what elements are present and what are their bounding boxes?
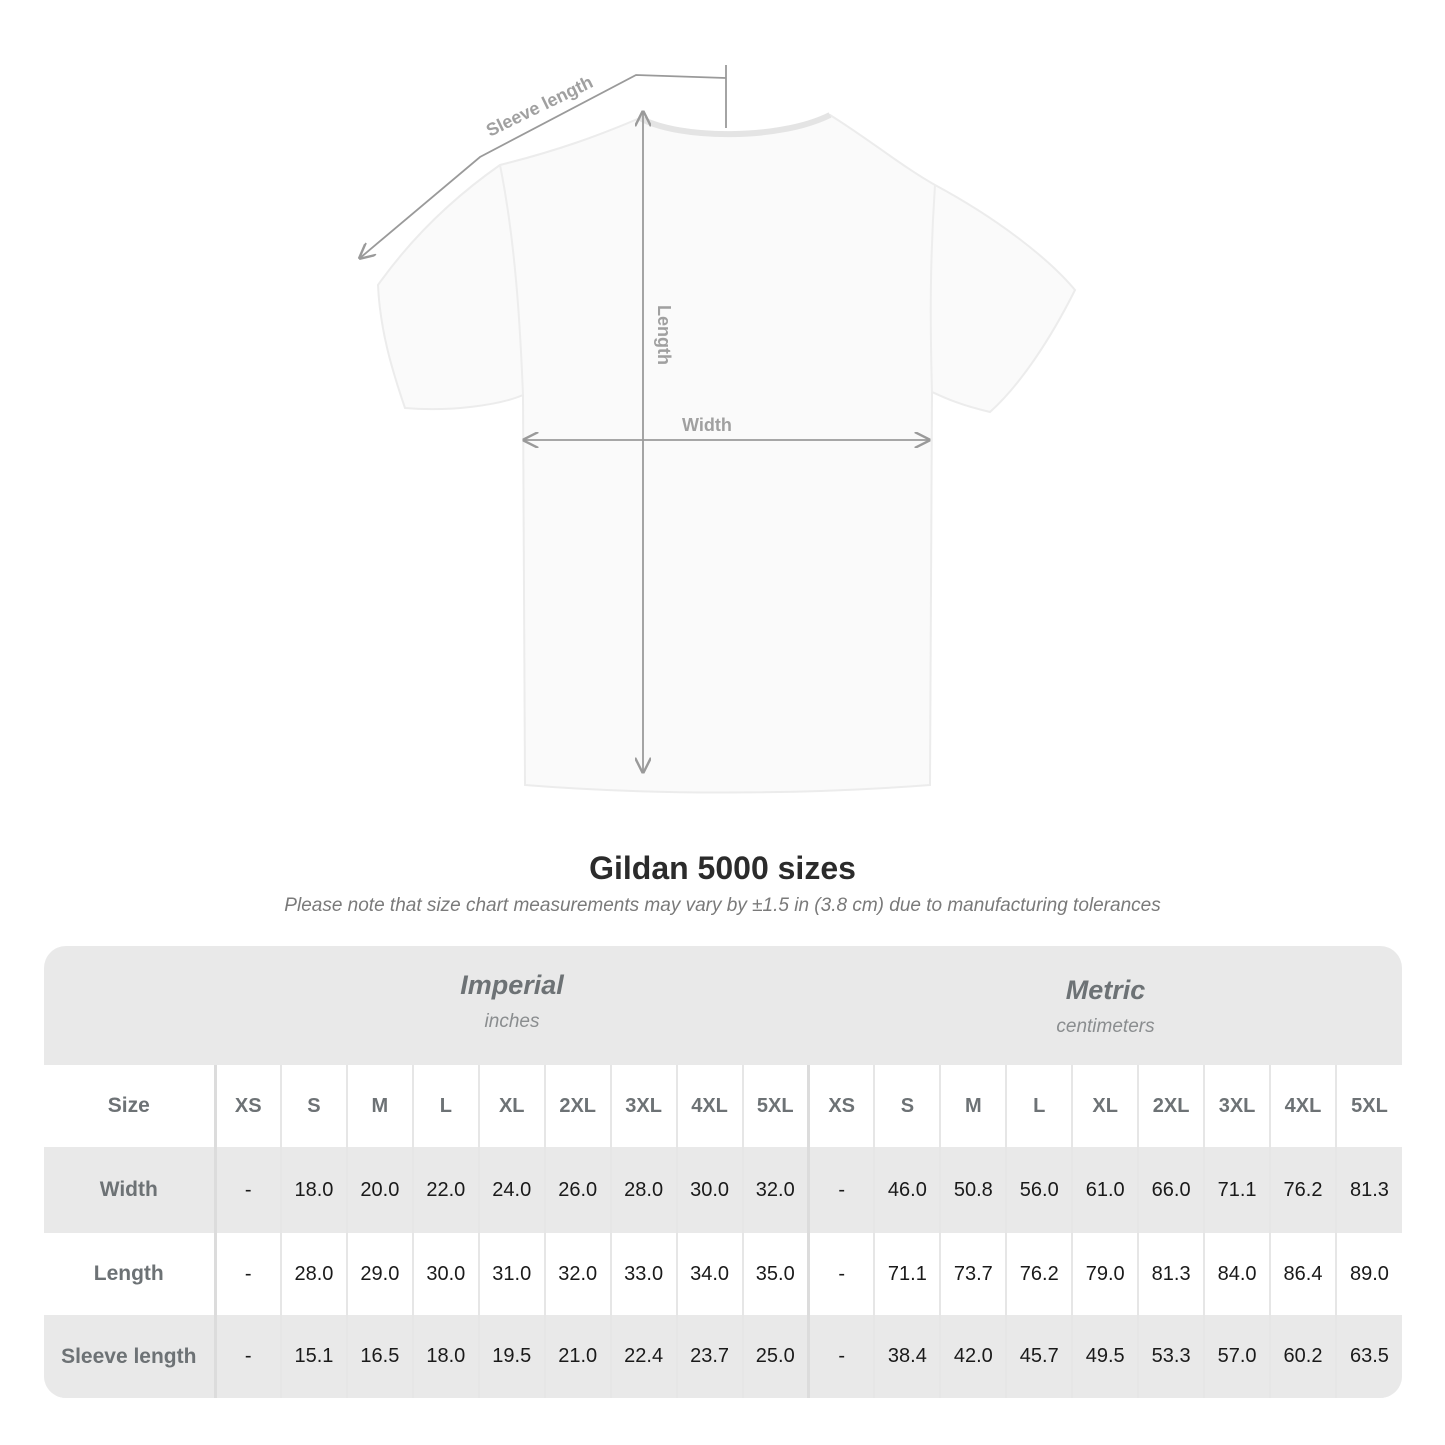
metric-size-header: XS: [806, 1065, 875, 1147]
imperial-value-cell: -: [214, 1147, 281, 1233]
metric-value-cell: 84.0: [1203, 1233, 1271, 1315]
imperial-value-cell: 26.0: [543, 1147, 611, 1233]
metric-value-cell: 49.5: [1071, 1315, 1139, 1398]
metric-value-cell: 76.2: [1269, 1147, 1336, 1233]
metric-value-cell: 50.8: [939, 1147, 1007, 1233]
metric-size-header: XL: [1071, 1065, 1139, 1147]
imperial-value-cell: 16.5: [345, 1315, 413, 1398]
imperial-size-header: XS: [214, 1065, 281, 1147]
tolerance-note: Please note that size chart measurements…: [284, 895, 1161, 916]
imperial-value-cell: 18.0: [411, 1315, 479, 1398]
table-row: Length -28.0 29.0 30.0 31.0 32.0 33.0 34.0 35.0-…: [44, 1233, 1402, 1315]
imperial-value-cell: 20.0: [345, 1147, 413, 1233]
tshirt-measurement-diagram: Sleeve length Length Width: [0, 65, 1077, 794]
imperial-value-cell: 30.0: [675, 1147, 743, 1233]
tshirt-illustration: [376, 113, 1077, 794]
table-row: Width -18.0 20.0 22.0 24.0 26.0 28.0 30.0 32.0-4…: [44, 1147, 1402, 1233]
metric-value-cell: 81.3: [1334, 1147, 1402, 1233]
imperial-value-cell: 35.0: [741, 1233, 809, 1315]
metric-size-header: L: [1005, 1065, 1073, 1147]
imperial-size-header: L: [411, 1065, 479, 1147]
metric-value-cell: 86.4: [1269, 1233, 1336, 1315]
metric-header: Metric centimeters: [809, 946, 1402, 1063]
metric-value-cell: 61.0: [1071, 1147, 1139, 1233]
metric-size-header: M: [939, 1065, 1007, 1147]
row-label: Sleeve length: [44, 1315, 217, 1398]
sleeve-length-label: Sleeve length: [483, 72, 596, 141]
metric-value-cell: -: [806, 1315, 875, 1398]
imperial-value-cell: 25.0: [741, 1315, 809, 1398]
metric-value-cell: 45.7: [1005, 1315, 1073, 1398]
imperial-value-cell: 28.0: [279, 1233, 347, 1315]
measurement-lines: [360, 65, 929, 772]
imperial-value-cell: -: [214, 1233, 281, 1315]
metric-size-header: 4XL: [1269, 1065, 1336, 1147]
sleeve-length-line: [360, 74, 727, 258]
metric-size-header: S: [873, 1065, 941, 1147]
imperial-value-cell: 33.0: [609, 1233, 677, 1315]
metric-value-cell: 73.7: [939, 1233, 1007, 1315]
metric-value-cell: 57.0: [1203, 1315, 1271, 1398]
metric-value-cell: 38.4: [873, 1315, 941, 1398]
imperial-value-cell: 23.7: [675, 1315, 743, 1398]
metric-value-cell: 71.1: [873, 1233, 941, 1315]
imperial-value-cell: 24.0: [477, 1147, 545, 1233]
imperial-size-header: 5XL: [741, 1065, 809, 1147]
imperial-value-cell: 18.0: [279, 1147, 347, 1233]
metric-value-cell: 71.1: [1203, 1147, 1271, 1233]
metric-size-header: 3XL: [1203, 1065, 1271, 1147]
imperial-value-cell: 19.5: [477, 1315, 545, 1398]
imperial-size-header: 3XL: [609, 1065, 677, 1147]
metric-unit: centimeters: [1056, 1016, 1155, 1037]
metric-value-cell: 89.0: [1334, 1233, 1402, 1315]
size-header-row: Size XS S M L XL 2XL 3XL 4XL 5XL XS S M L XL 2XL 3XL 4XL 5…: [44, 1065, 1402, 1147]
imperial-value-cell: 32.0: [543, 1233, 611, 1315]
metric-value-cell: 60.2: [1269, 1315, 1336, 1398]
imperial-size-header: S: [279, 1065, 347, 1147]
imperial-value-cell: 32.0: [741, 1147, 809, 1233]
metric-value-cell: 53.3: [1137, 1315, 1205, 1398]
imperial-size-header: 2XL: [543, 1065, 611, 1147]
length-label: Length: [654, 305, 674, 365]
imperial-value-cell: 29.0: [345, 1233, 413, 1315]
metric-value-cell: 46.0: [873, 1147, 941, 1233]
table-row: Sleeve length -15.1 16.5 18.0 19.5 21.0 22.4 23…: [44, 1315, 1402, 1398]
imperial-value-cell: 30.0: [411, 1233, 479, 1315]
imperial-value-cell: 28.0: [609, 1147, 677, 1233]
page-title: Gildan 5000 sizes: [589, 850, 856, 886]
width-label: Width: [682, 415, 732, 435]
imperial-value-cell: 15.1: [279, 1315, 347, 1398]
metric-value-cell: 79.0: [1071, 1233, 1139, 1315]
size-label: Size: [44, 1065, 217, 1147]
imperial-value-cell: 22.0: [411, 1147, 479, 1233]
size-table: Size XS S M L XL 2XL 3XL 4XL 5XL XS S M L XL 2XL 3XL 4XL 5…: [44, 1065, 1402, 1398]
imperial-value-cell: 21.0: [543, 1315, 611, 1398]
imperial-unit: inches: [484, 1011, 540, 1032]
size-chart: Imperial inches Metric centimeters Size X…: [44, 946, 1402, 1398]
metric-value-cell: -: [806, 1147, 875, 1233]
imperial-value-cell: 31.0: [477, 1233, 545, 1315]
imperial-value-cell: -: [214, 1315, 281, 1398]
imperial-value-cell: 34.0: [675, 1233, 743, 1315]
row-label: Length: [44, 1233, 217, 1315]
metric-title: Metric: [1065, 975, 1146, 1005]
metric-size-header: 2XL: [1137, 1065, 1205, 1147]
imperial-size-header: XL: [477, 1065, 545, 1147]
metric-value-cell: 56.0: [1005, 1147, 1073, 1233]
imperial-title: Imperial: [460, 970, 564, 1000]
metric-value-cell: 81.3: [1137, 1233, 1205, 1315]
metric-value-cell: 66.0: [1137, 1147, 1205, 1233]
imperial-value-cell: 22.4: [609, 1315, 677, 1398]
metric-value-cell: 63.5: [1334, 1315, 1402, 1398]
imperial-size-header: 4XL: [675, 1065, 743, 1147]
row-label: Width: [44, 1147, 217, 1233]
metric-value-cell: -: [806, 1233, 875, 1315]
imperial-size-header: M: [345, 1065, 413, 1147]
imperial-header: Imperial inches: [215, 946, 809, 1063]
metric-size-header: 5XL: [1334, 1065, 1402, 1147]
metric-value-cell: 42.0: [939, 1315, 1007, 1398]
metric-value-cell: 76.2: [1005, 1233, 1073, 1315]
